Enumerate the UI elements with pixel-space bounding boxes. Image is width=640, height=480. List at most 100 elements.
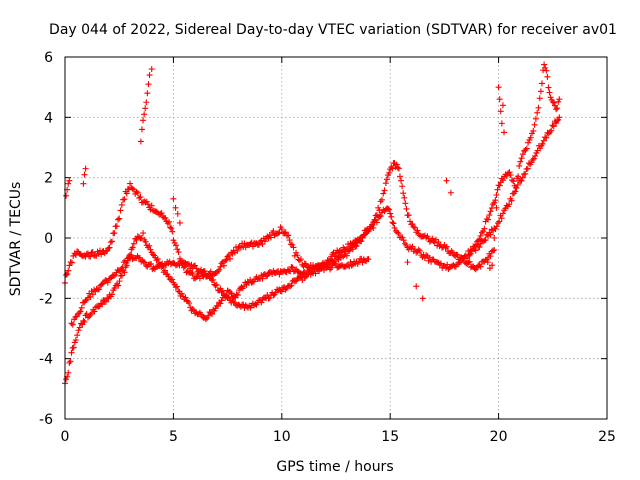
data-point-lower-track xyxy=(154,255,161,262)
data-point-lower-track xyxy=(70,344,77,351)
data-point-lower-track xyxy=(217,300,224,307)
data-point-lower-track xyxy=(391,224,398,231)
data-point-late-track xyxy=(545,84,552,91)
data-point-late-track xyxy=(549,98,556,105)
data-point-spikes xyxy=(174,210,181,217)
data-point-upper-track xyxy=(442,245,449,252)
data-point-spikes xyxy=(81,171,88,178)
data-point-middle-track xyxy=(148,260,155,267)
data-point-middle-track xyxy=(141,259,148,266)
data-point-lower-track xyxy=(178,290,185,297)
data-point-upper-track xyxy=(466,258,473,265)
data-point-lower-track xyxy=(75,327,82,334)
data-point-lower-track xyxy=(399,234,406,241)
data-point-late-track xyxy=(481,225,488,232)
data-point-lower-track xyxy=(457,258,464,265)
data-point-middle-track xyxy=(265,295,272,302)
data-point-lower-track xyxy=(343,252,350,259)
data-point-upper-track xyxy=(116,215,123,222)
data-point-lower-track xyxy=(97,300,104,307)
data-point-spikes xyxy=(80,180,87,187)
data-point-late-track xyxy=(492,197,499,204)
data-point-upper-track xyxy=(426,238,433,245)
data-point-upper-track xyxy=(222,257,229,264)
data-point-spikes xyxy=(419,295,426,302)
data-point-lower-track xyxy=(415,246,422,253)
data-point-middle-track xyxy=(184,260,191,267)
data-point-lower-track xyxy=(99,301,106,308)
data-point-middle-track xyxy=(89,291,96,298)
data-point-late-track xyxy=(530,127,537,134)
data-point-middle-track xyxy=(224,294,231,301)
data-point-middle-track xyxy=(72,314,79,321)
data-point-lower-track xyxy=(547,128,554,135)
data-point-lower-track xyxy=(129,244,136,251)
data-point-late-track xyxy=(516,162,523,169)
data-point-upper-track xyxy=(63,271,70,278)
data-point-late-track xyxy=(475,237,482,244)
data-point-upper-track xyxy=(400,190,407,197)
data-point-late-track xyxy=(477,232,484,239)
data-point-spikes xyxy=(141,111,148,118)
data-point-late-track xyxy=(523,145,530,152)
data-point-upper-track xyxy=(87,253,94,260)
y-tick-label: -4 xyxy=(39,352,53,368)
data-point-upper-track xyxy=(220,262,227,269)
data-point-lower-track xyxy=(263,273,270,280)
data-point-lower-track xyxy=(377,213,384,220)
data-point-upper-track xyxy=(121,196,128,203)
data-point-upper-track xyxy=(487,253,494,260)
data-point-upper-track xyxy=(465,259,472,266)
data-point-lower-track xyxy=(416,247,423,254)
data-point-upper-track xyxy=(188,269,195,276)
data-point-upper-track xyxy=(168,225,175,232)
data-point-middle-track xyxy=(287,283,294,290)
data-point-lower-track xyxy=(400,237,407,244)
data-point-upper-track xyxy=(66,262,73,269)
data-point-upper-track xyxy=(84,250,91,257)
data-point-middle-track xyxy=(219,287,226,294)
data-point-upper-track xyxy=(162,214,169,221)
data-point-lower-track xyxy=(81,318,88,325)
data-point-upper-track xyxy=(399,183,406,190)
data-point-middle-track xyxy=(230,298,237,305)
data-point-middle-track xyxy=(278,288,285,295)
data-point-lower-track xyxy=(174,283,181,290)
data-point-lower-track xyxy=(494,220,501,227)
data-point-lower-track xyxy=(482,236,489,243)
data-point-lower-track xyxy=(136,234,143,241)
data-point-upper-track xyxy=(72,252,79,259)
data-point-late-track xyxy=(515,173,522,180)
data-point-late-track xyxy=(517,158,524,165)
data-point-lower-track xyxy=(390,220,397,227)
data-point-upper-track xyxy=(118,201,125,208)
y-tick-label: -2 xyxy=(39,291,53,307)
data-point-lower-track xyxy=(182,294,189,301)
data-point-upper-track xyxy=(189,271,196,278)
data-point-lower-track xyxy=(67,358,74,365)
data-point-middle-track xyxy=(354,261,361,268)
data-point-late-track xyxy=(494,186,501,193)
data-point-upper-track xyxy=(389,165,396,172)
data-point-middle-track xyxy=(288,282,295,289)
data-point-middle-track xyxy=(258,299,265,306)
data-point-late-track xyxy=(546,89,553,96)
data-point-late-track xyxy=(538,80,545,87)
data-point-spikes xyxy=(143,99,150,106)
data-point-upper-track xyxy=(396,173,403,180)
data-point-lower-track xyxy=(423,252,430,259)
data-point-upper-track xyxy=(111,230,118,237)
data-point-late-track xyxy=(555,98,562,105)
data-point-late-track xyxy=(553,106,560,113)
data-point-lower-track xyxy=(233,291,240,298)
data-point-upper-track xyxy=(270,228,277,235)
data-point-upper-track xyxy=(287,241,294,248)
data-point-upper-track xyxy=(294,252,301,259)
data-point-upper-track xyxy=(377,198,384,205)
data-point-middle-track xyxy=(333,260,339,267)
data-point-lower-track xyxy=(528,159,535,166)
data-point-upper-track xyxy=(380,190,387,197)
data-point-upper-track xyxy=(106,244,113,251)
data-point-spikes xyxy=(491,235,498,241)
data-point-lower-track xyxy=(543,134,550,141)
